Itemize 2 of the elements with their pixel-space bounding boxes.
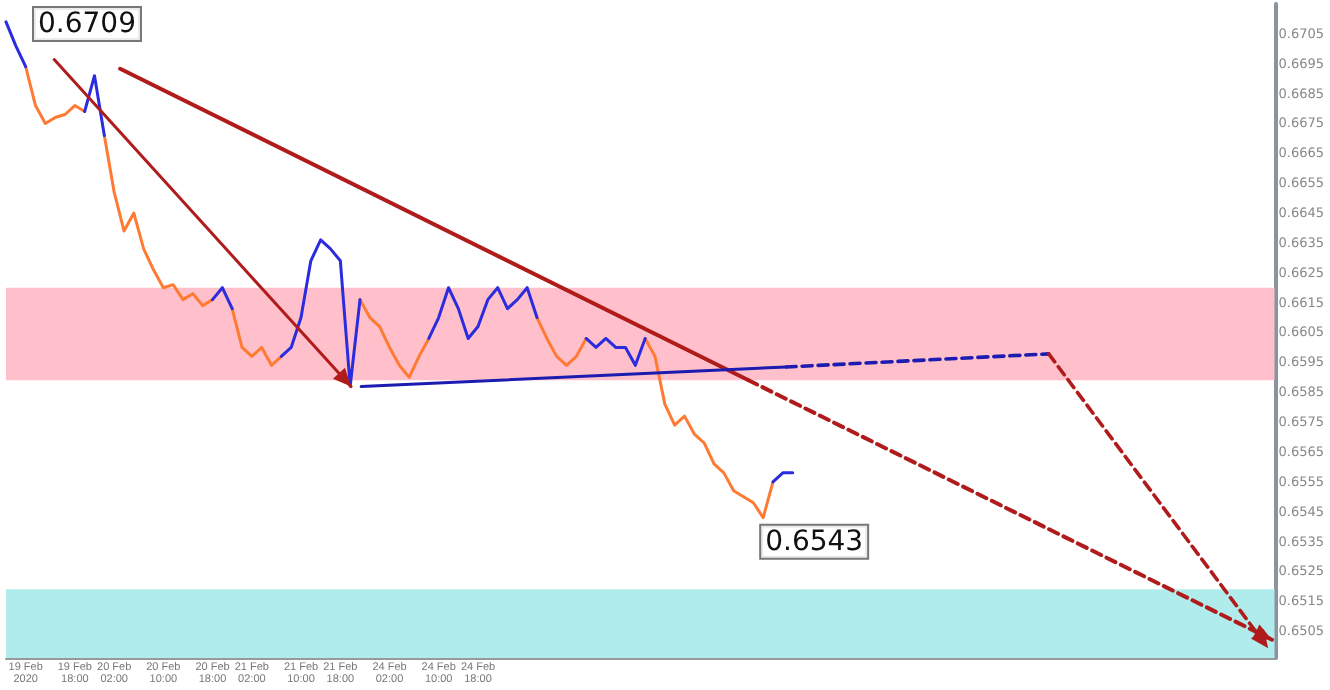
data-label: 0.6543 — [765, 525, 864, 558]
data-label: 0.6709 — [38, 7, 136, 40]
